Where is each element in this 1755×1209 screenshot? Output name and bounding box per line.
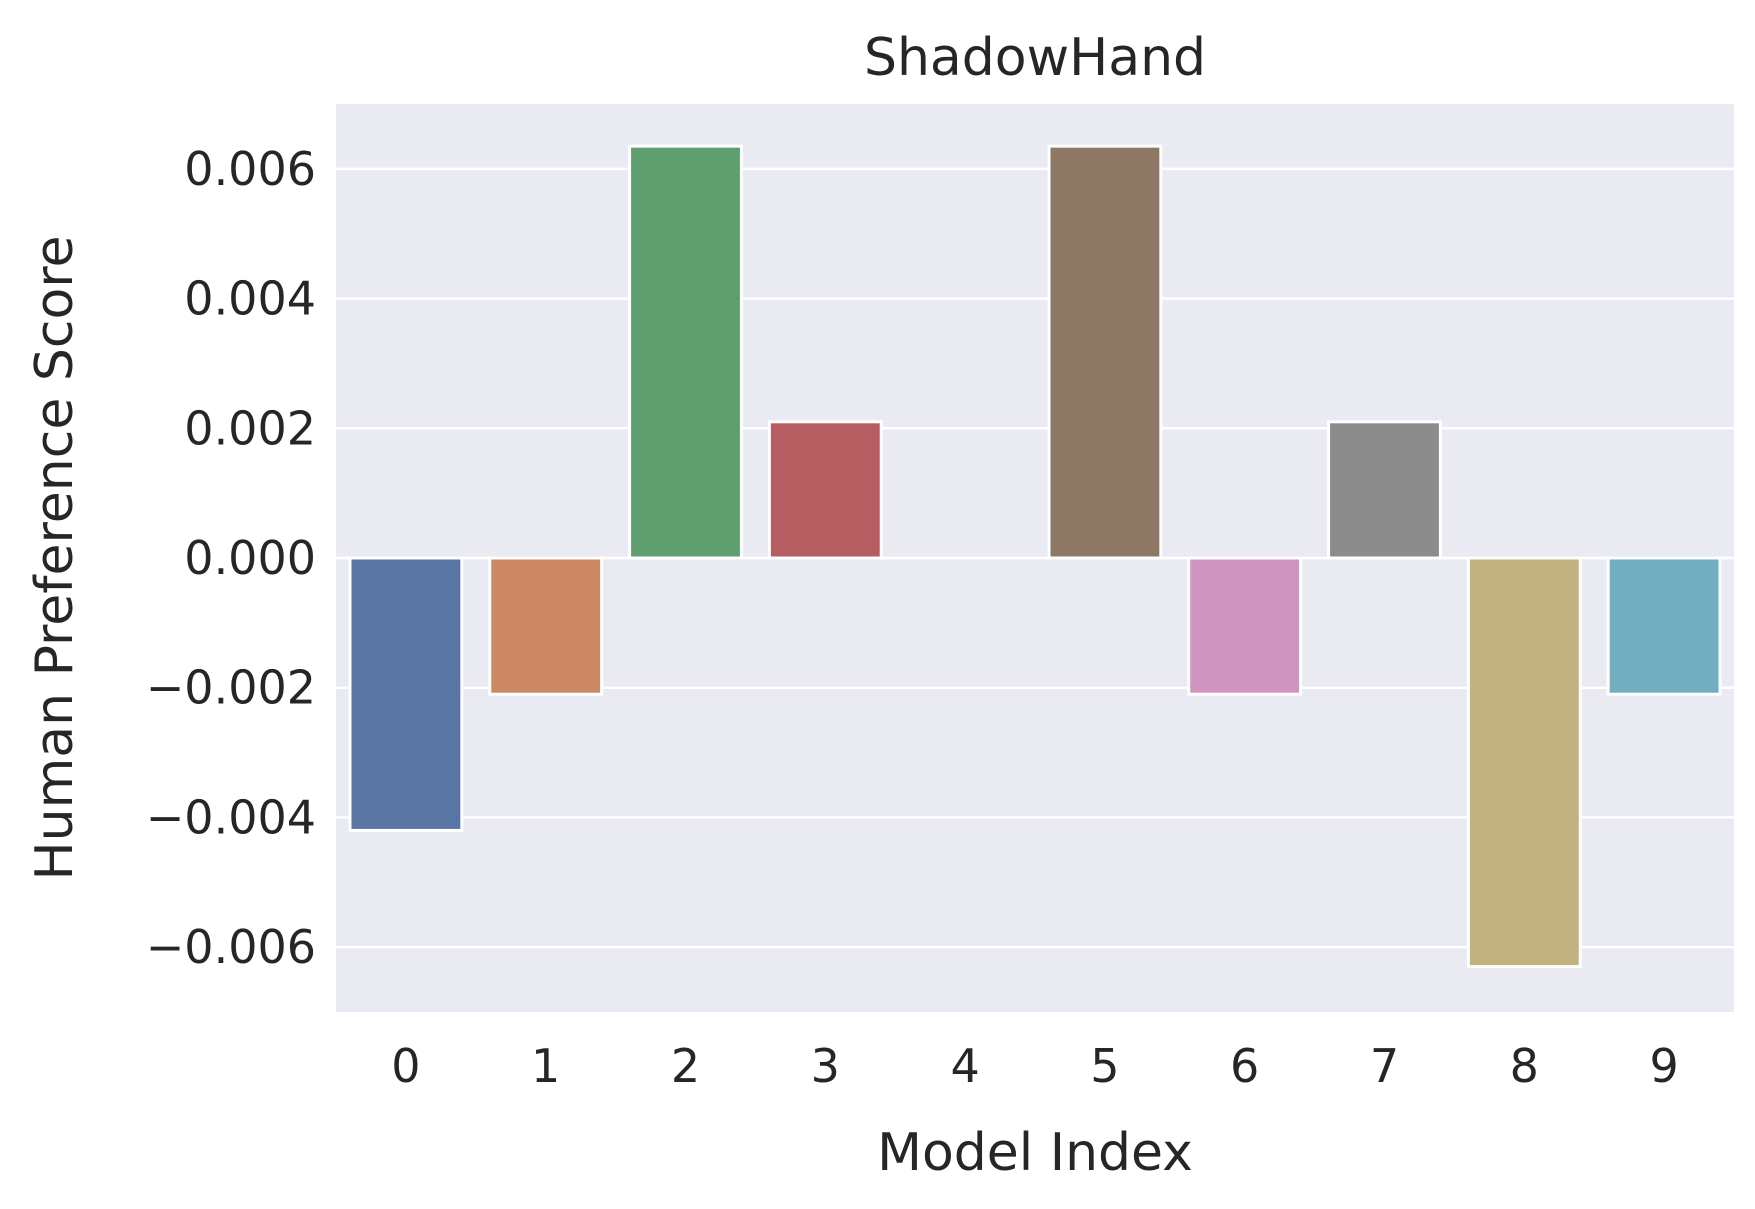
bar-model-9 xyxy=(1606,556,1722,696)
x-axis-label: Model Index xyxy=(877,1123,1193,1183)
y-tick-label: 0.002 xyxy=(184,401,316,455)
x-tick-label: 7 xyxy=(1370,1039,1399,1093)
y-tick-label: −0.004 xyxy=(146,790,316,844)
chart-title: ShadowHand xyxy=(864,28,1206,88)
x-tick-label: 1 xyxy=(531,1039,560,1093)
x-tick-label: 2 xyxy=(671,1039,700,1093)
bar-model-2 xyxy=(628,144,743,560)
y-tick-label: 0.006 xyxy=(184,142,316,196)
y-tick-label: 0.000 xyxy=(184,531,316,585)
y-tick-label: 0.004 xyxy=(184,272,316,326)
x-tick-label: 4 xyxy=(950,1039,979,1093)
bars xyxy=(348,144,1722,969)
bar-model-1 xyxy=(488,556,604,696)
x-tick-label: 5 xyxy=(1090,1039,1119,1093)
x-tick-label: 8 xyxy=(1510,1039,1539,1093)
x-tick-label: 6 xyxy=(1230,1039,1259,1093)
y-tick-label: −0.002 xyxy=(146,661,316,715)
x-tick-label: 0 xyxy=(391,1039,420,1093)
bar-model-7 xyxy=(1327,420,1442,560)
y-axis-label: Human Preference Score xyxy=(25,236,85,881)
bar-model-3 xyxy=(767,420,883,560)
bar-model-6 xyxy=(1187,556,1303,696)
x-tick-label: 3 xyxy=(811,1039,840,1093)
y-tick-labels: −0.006 −0.004 −0.002 0.000 0.002 0.004 0.006 xyxy=(146,142,316,974)
x-tick-labels: 0 1 2 3 4 5 6 7 8 9 xyxy=(391,1039,1678,1093)
bar-model-5 xyxy=(1047,144,1163,560)
y-tick-label: −0.006 xyxy=(146,920,316,974)
bar-model-8 xyxy=(1466,556,1582,969)
bar-model-0 xyxy=(348,556,464,832)
x-tick-label: 9 xyxy=(1649,1039,1678,1093)
